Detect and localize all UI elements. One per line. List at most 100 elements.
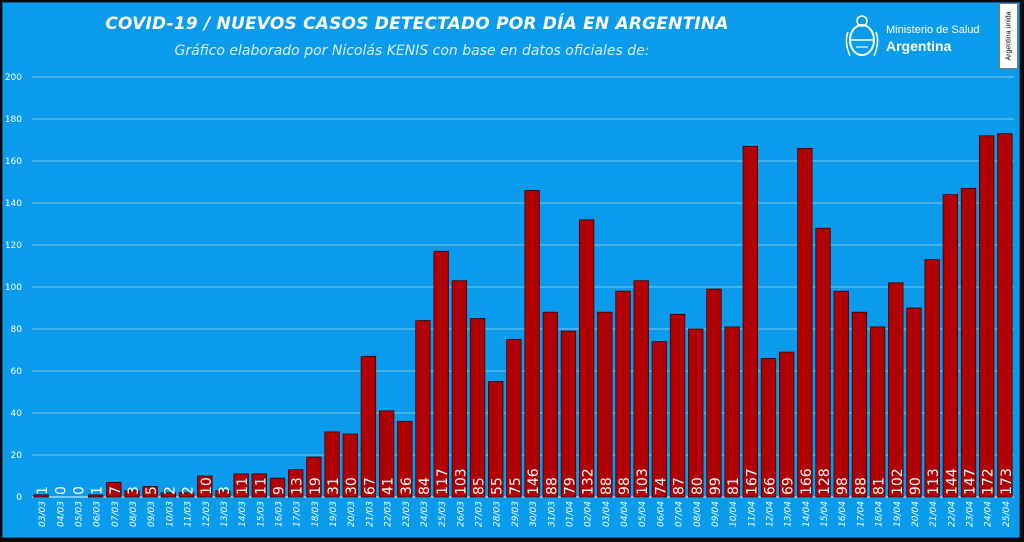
x-tick-label: 10/04: [729, 501, 739, 527]
bar: [360, 355, 377, 498]
bar: [215, 490, 231, 498]
x-tick-label: 22/04: [947, 501, 957, 527]
x-tick-label: 06/04: [656, 501, 666, 527]
data-label: 19: [308, 477, 324, 495]
data-label: 98: [617, 477, 633, 495]
data-label: 10: [199, 477, 215, 495]
data-label: 11: [235, 477, 251, 495]
bar: [979, 135, 995, 498]
x-tick-label: 13/03: [220, 501, 230, 527]
x-tick-label: 12/04: [766, 501, 776, 527]
bar: [33, 494, 49, 498]
bar: [324, 431, 340, 498]
x-tick-label: 23/03: [402, 501, 412, 527]
data-label: 128: [817, 468, 833, 495]
x-tick-label: 17/03: [293, 501, 303, 527]
bar: [524, 189, 540, 498]
bar: [306, 456, 322, 498]
data-label: 75: [508, 477, 524, 495]
data-label: 55: [490, 477, 506, 495]
data-labels: 1 0 0 1 7 3 5 2 2 10 3 11 11 9 13 19 31 30 67 41 36 84 117 103 8…: [35, 468, 1015, 495]
y-tick-label: 160: [5, 157, 22, 167]
data-label: 1: [90, 486, 106, 495]
x-tick-label: 14/03: [238, 501, 248, 527]
data-label: 172: [981, 468, 997, 495]
ministry-logo: Ministerio de Salud Argentina: [844, 10, 984, 66]
bar: [742, 145, 758, 498]
data-label: 103: [635, 468, 651, 495]
bar: [960, 187, 977, 498]
bar: [779, 351, 795, 498]
x-tick-label: 15/03: [256, 501, 266, 527]
y-tick-label: 140: [5, 199, 22, 209]
data-label: 146: [526, 468, 542, 495]
bar: [633, 280, 649, 498]
data-label: 3: [126, 486, 142, 495]
data-label: 11: [253, 477, 269, 495]
bar: [688, 328, 704, 498]
bar: [106, 481, 122, 498]
data-label: 0: [53, 486, 69, 495]
x-tick-label: 01/04: [565, 501, 575, 527]
data-label: 144: [944, 468, 960, 495]
data-label: 173: [999, 468, 1015, 495]
x-tick-label: 16/03: [275, 501, 285, 527]
bar: [597, 311, 613, 498]
data-label: 84: [417, 477, 433, 495]
x-tick-label: 28/03: [493, 501, 503, 527]
gridlines: [32, 76, 1014, 498]
x-tick-label: 24/03: [420, 501, 430, 527]
data-label: 9: [272, 486, 288, 495]
bar: [288, 469, 304, 498]
data-label: 2: [162, 486, 178, 495]
data-label: 66: [763, 477, 779, 495]
x-tick-label: 19/03: [329, 501, 339, 527]
logo-line-ministry: Ministerio de Salud: [886, 24, 980, 36]
y-tick-label: 100: [5, 283, 22, 293]
y-tick-label: 120: [5, 241, 22, 251]
bar: [160, 492, 177, 498]
y-tick-label: 60: [11, 367, 23, 377]
data-label: 5: [144, 486, 160, 495]
x-tick-label: 31/03: [547, 501, 557, 527]
data-label: 13: [290, 477, 306, 495]
x-tick-label: 18/03: [311, 501, 321, 527]
chart-title: COVID-19 / NUEVOS CASOS DETECTADO POR DÍ…: [105, 14, 729, 34]
logo-line-country: Argentina: [886, 38, 952, 54]
bar: [851, 311, 868, 498]
bar: [615, 290, 631, 498]
x-tick-label: 13/04: [784, 501, 794, 527]
x-tick-label: 20/04: [911, 501, 921, 527]
x-tick-label: 05/03: [74, 501, 84, 527]
bar: [815, 227, 831, 498]
data-label: 81: [726, 477, 742, 495]
bar: [942, 194, 959, 498]
x-tick-label: 27/03: [475, 501, 485, 527]
y-tick-label: 200: [5, 73, 22, 83]
x-tick-label: 02/04: [584, 501, 594, 527]
x-tick-label: 10/03: [165, 501, 175, 527]
x-tick-label: 18/04: [875, 501, 885, 527]
x-tick-label: 14/04: [802, 501, 812, 527]
data-label: 41: [381, 477, 397, 495]
data-label: 166: [799, 468, 815, 495]
x-tick-label: 06/03: [93, 501, 103, 527]
x-tick-label: 03/03: [38, 501, 48, 527]
bar: [269, 477, 286, 498]
bar: [87, 494, 104, 498]
x-tick-label: 25/04: [1002, 501, 1012, 527]
x-tick-label: 07/04: [675, 501, 685, 527]
bar: [997, 133, 1013, 498]
bar: [197, 475, 213, 498]
data-label: 113: [926, 468, 942, 495]
bar: [378, 410, 395, 498]
x-tick-label: 08/03: [129, 501, 139, 527]
x-axis-ticks: 03/03 04/03 05/03 06/03 07/03 08/03 09/03 10/03…: [38, 501, 1012, 527]
x-tick-label: 12/03: [202, 501, 212, 527]
data-label: 0: [71, 486, 87, 495]
x-tick-label: 24/04: [984, 501, 994, 527]
x-tick-label: 25/03: [438, 501, 448, 527]
bar: [506, 339, 522, 498]
x-tick-label: 03/04: [602, 501, 612, 527]
data-label: 98: [835, 477, 851, 495]
